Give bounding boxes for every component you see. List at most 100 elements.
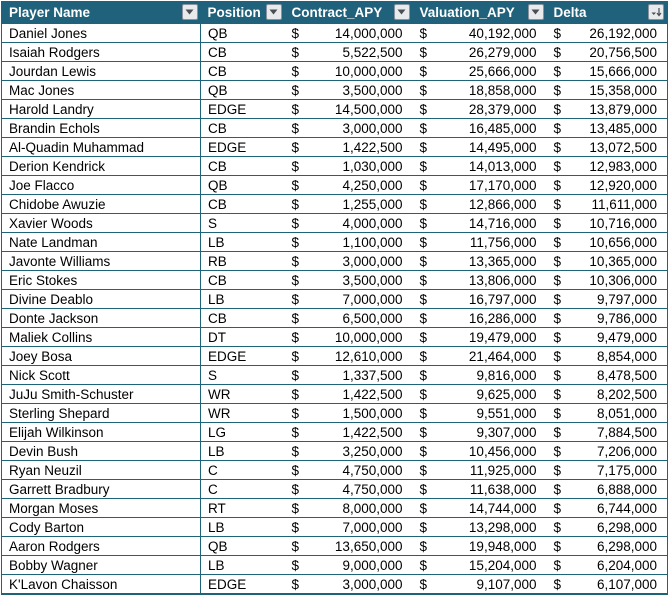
valuation-cell[interactable]: $16,797,000 (412, 289, 547, 309)
player-name-cell[interactable]: Elijah Wilkinson (1, 422, 201, 442)
delta-cell[interactable]: $10,656,000 (546, 232, 668, 252)
position-cell[interactable]: WR (200, 403, 285, 423)
valuation-cell[interactable]: $14,716,000 (412, 213, 547, 233)
contract-cell[interactable]: $10,000,000 (284, 61, 413, 81)
player-name-cell[interactable]: Javonte Williams (1, 251, 201, 271)
player-name-cell[interactable]: Sterling Shepard (1, 403, 201, 423)
contract-cell[interactable]: $3,250,000 (284, 441, 413, 461)
filter-button[interactable] (181, 4, 198, 20)
contract-cell[interactable]: $1,422,500 (284, 137, 413, 157)
player-name-cell[interactable]: Nate Landman (1, 232, 201, 252)
position-cell[interactable]: QB (200, 175, 285, 195)
contract-cell[interactable]: $7,000,000 (284, 517, 413, 537)
contract-cell[interactable]: $4,250,000 (284, 175, 413, 195)
delta-cell[interactable]: $6,888,000 (546, 479, 668, 499)
position-cell[interactable]: S (200, 365, 285, 385)
delta-cell[interactable]: $12,920,000 (546, 175, 668, 195)
delta-cell[interactable]: $6,204,000 (546, 555, 668, 575)
player-name-cell[interactable]: Joey Bosa (1, 346, 201, 366)
position-cell[interactable]: QB (200, 536, 285, 556)
delta-cell[interactable]: $12,983,000 (546, 156, 668, 176)
position-cell[interactable]: LB (200, 289, 285, 309)
valuation-cell[interactable]: $11,638,000 (412, 479, 547, 499)
contract-cell[interactable]: $9,000,000 (284, 555, 413, 575)
player-name-cell[interactable]: Jourdan Lewis (1, 61, 201, 81)
player-name-cell[interactable]: Joe Flacco (1, 175, 201, 195)
valuation-cell[interactable]: $13,298,000 (412, 517, 547, 537)
valuation-cell[interactable]: $10,456,000 (412, 441, 547, 461)
contract-cell[interactable]: $4,750,000 (284, 479, 413, 499)
delta-cell[interactable]: $13,072,500 (546, 137, 668, 157)
contract-cell[interactable]: $14,500,000 (284, 99, 413, 119)
contract-cell[interactable]: $12,610,000 (284, 346, 413, 366)
delta-cell[interactable]: $9,797,000 (546, 289, 668, 309)
player-name-cell[interactable]: Eric Stokes (1, 270, 201, 290)
valuation-cell[interactable]: $16,485,000 (412, 118, 547, 138)
position-cell[interactable]: RB (200, 251, 285, 271)
delta-cell[interactable]: $9,786,000 (546, 308, 668, 328)
contract-cell[interactable]: $14,000,000 (284, 23, 413, 43)
valuation-cell[interactable]: $12,866,000 (412, 194, 547, 214)
delta-cell[interactable]: $10,306,000 (546, 270, 668, 290)
player-name-cell[interactable]: Xavier Woods (1, 213, 201, 233)
valuation-cell[interactable]: $21,464,000 (412, 346, 547, 366)
player-name-cell[interactable]: Al-Quadin Muhammad (1, 137, 201, 157)
contract-cell[interactable]: $13,650,000 (284, 536, 413, 556)
contract-cell[interactable]: $3,000,000 (284, 251, 413, 271)
player-name-cell[interactable]: Morgan Moses (1, 498, 201, 518)
contract-cell[interactable]: $1,337,500 (284, 365, 413, 385)
player-name-cell[interactable]: Isaiah Rodgers (1, 42, 201, 62)
valuation-cell[interactable]: $17,170,000 (412, 175, 547, 195)
contract-cell[interactable]: $10,000,000 (284, 327, 413, 347)
player-name-cell[interactable]: Aaron Rodgers (1, 536, 201, 556)
position-cell[interactable]: EDGE (200, 137, 285, 157)
contract-cell[interactable]: $3,000,000 (284, 574, 413, 595)
player-name-cell[interactable]: K'Lavon Chaisson (1, 574, 201, 595)
valuation-cell[interactable]: $9,307,000 (412, 422, 547, 442)
valuation-cell[interactable]: $13,806,000 (412, 270, 547, 290)
delta-cell[interactable]: $13,879,000 (546, 99, 668, 119)
contract-cell[interactable]: $1,500,000 (284, 403, 413, 423)
contract-cell[interactable]: $1,422,500 (284, 384, 413, 404)
contract-cell[interactable]: $5,522,500 (284, 42, 413, 62)
valuation-cell[interactable]: $18,858,000 (412, 80, 547, 100)
valuation-cell[interactable]: $14,013,000 (412, 156, 547, 176)
delta-cell[interactable]: $6,298,000 (546, 517, 668, 537)
valuation-cell[interactable]: $25,666,000 (412, 61, 547, 81)
valuation-cell[interactable]: $11,756,000 (412, 232, 547, 252)
valuation-cell[interactable]: $9,107,000 (412, 574, 547, 595)
valuation-cell[interactable]: $19,948,000 (412, 536, 547, 556)
delta-cell[interactable]: $6,298,000 (546, 536, 668, 556)
position-cell[interactable]: EDGE (200, 99, 285, 119)
player-name-cell[interactable]: Bobby Wagner (1, 555, 201, 575)
contract-cell[interactable]: $1,030,000 (284, 156, 413, 176)
valuation-cell[interactable]: $16,286,000 (412, 308, 547, 328)
position-cell[interactable]: CB (200, 118, 285, 138)
position-cell[interactable]: CB (200, 156, 285, 176)
delta-cell[interactable]: $8,051,000 (546, 403, 668, 423)
player-name-cell[interactable]: Ryan Neuzil (1, 460, 201, 480)
valuation-cell[interactable]: $13,365,000 (412, 251, 547, 271)
position-cell[interactable]: EDGE (200, 574, 285, 595)
valuation-cell[interactable]: $15,204,000 (412, 555, 547, 575)
player-name-cell[interactable]: Nick Scott (1, 365, 201, 385)
position-cell[interactable]: DT (200, 327, 285, 347)
position-cell[interactable]: CB (200, 61, 285, 81)
contract-cell[interactable]: $4,750,000 (284, 460, 413, 480)
player-name-cell[interactable]: Devin Bush (1, 441, 201, 461)
position-cell[interactable]: QB (200, 23, 285, 43)
delta-cell[interactable]: $11,611,000 (546, 194, 668, 214)
contract-cell[interactable]: $1,422,500 (284, 422, 413, 442)
contract-cell[interactable]: $3,000,000 (284, 118, 413, 138)
player-name-cell[interactable]: Brandin Echols (1, 118, 201, 138)
position-cell[interactable]: CB (200, 42, 285, 62)
delta-cell[interactable]: $26,192,000 (546, 23, 668, 43)
delta-cell[interactable]: $7,884,500 (546, 422, 668, 442)
valuation-cell[interactable]: $28,379,000 (412, 99, 547, 119)
delta-cell[interactable]: $7,175,000 (546, 460, 668, 480)
valuation-cell[interactable]: $26,279,000 (412, 42, 547, 62)
contract-cell[interactable]: $6,500,000 (284, 308, 413, 328)
contract-cell[interactable]: $8,000,000 (284, 498, 413, 518)
player-name-cell[interactable]: Donte Jackson (1, 308, 201, 328)
player-name-cell[interactable]: Daniel Jones (1, 23, 201, 43)
